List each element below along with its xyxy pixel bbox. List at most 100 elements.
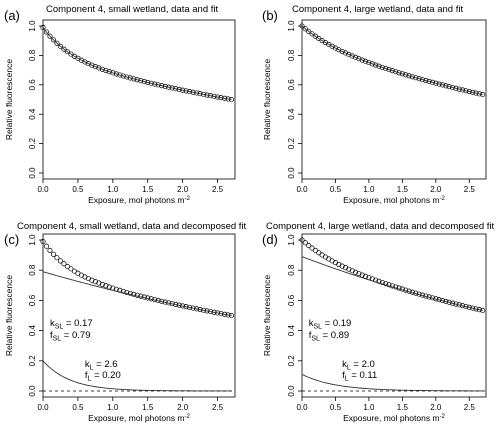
data-point (162, 83, 168, 89)
data-point (50, 251, 57, 257)
data-point (131, 76, 137, 82)
x-tick-label: 2.0 (177, 185, 189, 194)
y-axis-label: Relative fluorescence (4, 59, 14, 141)
data-point (89, 62, 95, 68)
data-point (386, 67, 392, 73)
data-point (40, 238, 46, 245)
data-point (366, 60, 372, 66)
data-point (429, 79, 436, 85)
data-point (120, 288, 126, 294)
data-point (476, 91, 482, 97)
data-point (326, 256, 332, 262)
x-tick-label: 2.5 (212, 185, 224, 194)
x-tick-label: 0.5 (72, 185, 84, 194)
y-tick-label: 1.0 (287, 234, 296, 246)
panel-label: (c) (4, 232, 19, 247)
panel-title: Component 4, small wetland, data and fit (46, 4, 219, 15)
data-point (453, 85, 459, 91)
data-point (466, 88, 472, 95)
annotation: fL = 0.20 (85, 370, 121, 383)
x-tick-label: 1.0 (363, 185, 375, 194)
data-point (159, 83, 165, 89)
data-point (369, 61, 375, 67)
data-point (141, 79, 147, 85)
plot-frame (301, 19, 487, 180)
x-tick-label: 2.0 (430, 185, 442, 194)
y-tick-label: 0.2 (287, 355, 296, 367)
data-point (57, 43, 64, 49)
data-point (96, 65, 102, 71)
annotation: kSL = 0.17 (50, 318, 93, 331)
slow-curve (42, 271, 232, 317)
panel-d: (d)Component 4, large wetland, data and … (262, 221, 495, 423)
fit-curve (301, 25, 483, 96)
data-point (99, 66, 105, 72)
y-tick-label: 1.0 (28, 234, 37, 246)
data-point (389, 68, 395, 74)
x-tick-label: 0.5 (330, 185, 342, 194)
panel-title: Component 4, small wetland, data and dec… (17, 221, 247, 232)
x-tick-label: 0.5 (72, 403, 84, 412)
y-axis-label: Relative fluorescence (4, 275, 14, 357)
data-point (352, 54, 359, 60)
data-point (463, 88, 469, 94)
y-axis-label: Relative fluorescence (262, 59, 272, 141)
data-point (302, 26, 308, 32)
panel-b: (b) Component 4, large wetland, data and … (262, 4, 487, 205)
x-tick-label: 1.0 (107, 185, 119, 194)
y-tick-label: 0.8 (287, 49, 296, 61)
x-axis-label: Exposure, mol photons m-2 (343, 413, 445, 423)
data-point (383, 65, 389, 72)
y-tick-label: 0.8 (287, 264, 296, 276)
annotation: kL = 2.0 (342, 359, 375, 372)
data-point (64, 49, 70, 55)
data-point (396, 70, 402, 76)
annotation: kL = 2.6 (85, 359, 118, 372)
data-point (61, 46, 67, 52)
data-point (399, 71, 405, 77)
x-tick-label: 1.0 (107, 403, 119, 412)
data-point (106, 69, 112, 75)
x-tick-label: 1.5 (142, 403, 154, 412)
fast-curve (42, 360, 232, 392)
data-point (312, 247, 318, 254)
data-point (166, 84, 172, 90)
data-point (302, 240, 308, 246)
data-point (423, 77, 429, 84)
data-point (416, 76, 422, 82)
y-tick-label: 0.6 (28, 79, 37, 91)
data-point (379, 64, 385, 70)
data-point (96, 280, 102, 286)
data-point (339, 48, 345, 54)
data-point (403, 72, 409, 78)
y-tick-label: 0.0 (28, 167, 37, 179)
annotation: fSL = 0.79 (50, 330, 91, 343)
data-point (92, 279, 98, 285)
x-tick-label: 0.0 (296, 185, 308, 194)
slow-curve (301, 256, 483, 311)
data-point (117, 72, 123, 78)
data-point (419, 77, 425, 83)
y-tick-label: 0.0 (28, 385, 37, 397)
data-point (134, 77, 140, 83)
y-tick-label: 0.6 (287, 79, 296, 91)
x-tick-label: 2.5 (464, 403, 476, 412)
x-tick-label: 0.0 (37, 185, 49, 194)
plot-frame (42, 19, 236, 180)
data-point (40, 24, 46, 31)
x-tick-label: 2.0 (177, 403, 189, 412)
data-point (349, 53, 355, 59)
data-point (363, 58, 369, 64)
data-point (393, 69, 399, 75)
data-point (359, 272, 365, 278)
data-point (436, 81, 442, 87)
data-point (61, 261, 67, 267)
y-tick-label: 0.8 (28, 264, 37, 276)
panel-a: (a) Component 4, small wetland, data and … (4, 4, 236, 205)
data-point (413, 75, 419, 81)
x-axis-label: Exposure, mol photons m-2 (343, 195, 445, 205)
data-point (376, 63, 382, 69)
data-point (473, 90, 479, 96)
data-point (449, 84, 456, 91)
data-point (306, 242, 312, 249)
